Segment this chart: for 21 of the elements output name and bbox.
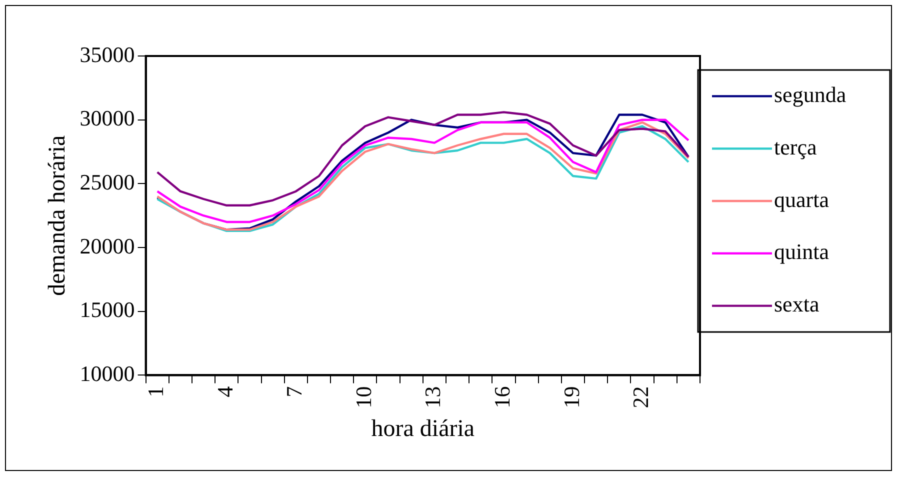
x-tick-label: 10 [350,386,376,408]
legend-label: sexta [774,292,820,317]
x-tick-label: 16 [490,386,514,408]
legend-label: quinta [774,239,830,264]
y-tick-label: 20000 [80,233,135,258]
y-tick-label: 30000 [80,106,135,131]
legend-label: terça [774,134,817,160]
y-tick-label: 35000 [80,42,135,67]
x-axis-title: hora diária [371,416,475,442]
x-tick-label: 19 [558,386,584,408]
y-tick-label: 15000 [80,297,135,322]
x-tick-label: 13 [420,386,446,408]
x-tick-label: 1 [143,386,168,398]
y-axis-title: demanda horária [44,134,71,296]
x-tick-label: 22 [628,386,654,408]
x-tick-label: 4 [212,386,238,398]
y-tick-label: 10000 [80,360,135,386]
x-tick-label: 7 [282,386,307,398]
legend-label: segunda [774,82,846,107]
legend-label: quarta [774,186,830,212]
y-tick-label: 25000 [80,169,135,194]
